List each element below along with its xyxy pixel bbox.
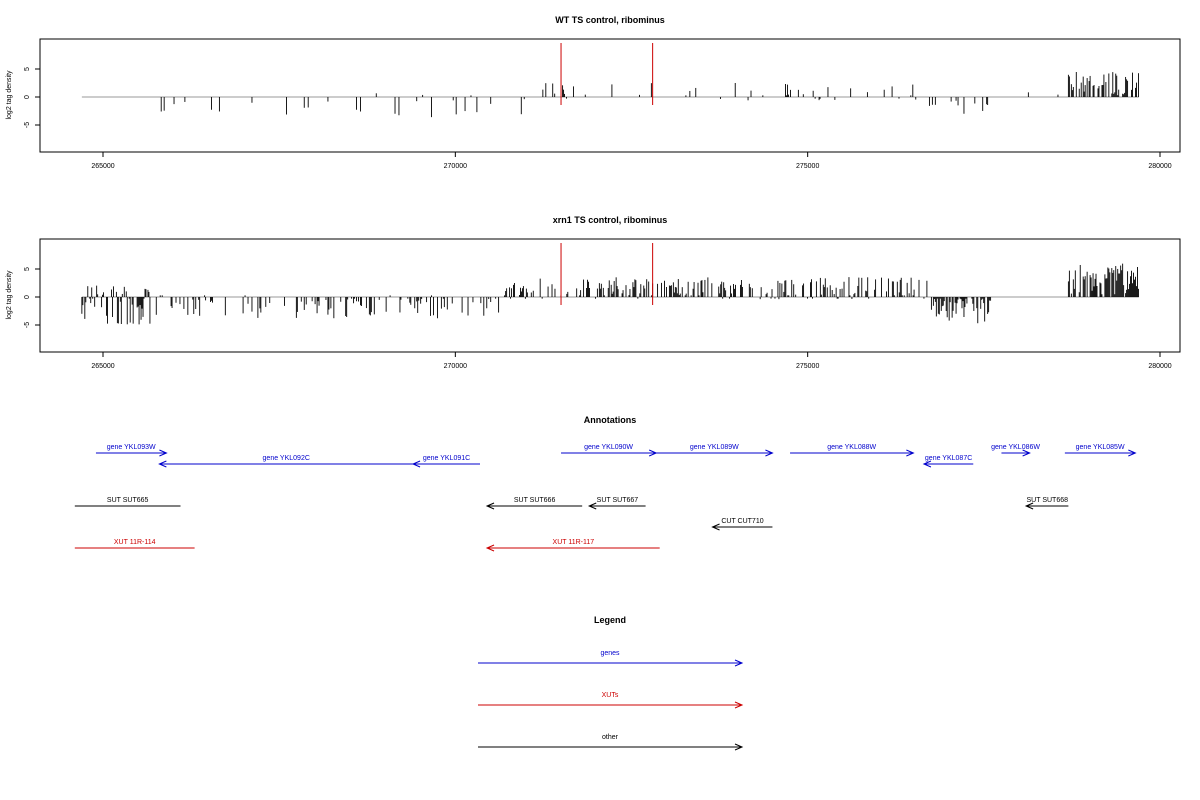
xtick-label: 265000 (91, 363, 114, 370)
legend-label: XUTs (602, 692, 619, 699)
arrow-head (734, 659, 744, 667)
ytick-label: 0 (24, 95, 31, 99)
arrow-head (1128, 449, 1137, 457)
panel-wt-xaxis: 265000 270000 275000 280000 (91, 152, 1172, 170)
annotation-feature: gene YKL093W (95, 444, 168, 457)
annotation-label: gene YKL091C (423, 455, 470, 462)
annotation-feature: SUT SUT665 (74, 497, 181, 507)
arrow-head (765, 449, 774, 457)
annotation-feature: gene YKL089W (656, 444, 774, 457)
arrow-head (159, 449, 168, 457)
arrow-head (411, 460, 421, 468)
annotation-label: XUT 11R-117 (553, 539, 595, 546)
annotations-title: Annotations (584, 415, 637, 425)
annotation-label: gene YKL093W (107, 444, 156, 451)
ytick-label: -5 (24, 322, 31, 328)
xtick-label: 265000 (91, 163, 114, 170)
arrow-head (906, 449, 915, 457)
annotation-label: gene YKL087C (925, 455, 972, 462)
legend-entry: genes (478, 650, 744, 667)
panel-xrn1-ylabel: log2 tag density (6, 270, 13, 320)
annotation-label: SUT SUT668 (1027, 497, 1069, 504)
annotation-label: XUT 11R-114 (114, 539, 156, 546)
annotation-feature: XUT 11R-117 (485, 539, 660, 552)
ytick-label: 0 (24, 295, 31, 299)
annotation-label: gene YKL088W (827, 444, 876, 451)
panel-wt-title: WT TS control, ribominus (555, 15, 665, 25)
xtick-label: 270000 (444, 363, 467, 370)
legend-panel: Legend genes XUTs other (478, 615, 744, 751)
arrow-head (485, 544, 495, 552)
xtick-label: 275000 (796, 363, 819, 370)
annotation-feature: XUT 11R-114 (74, 539, 195, 549)
xtick-label: 270000 (444, 163, 467, 170)
annotation-label: CUT CUT710 (721, 518, 763, 525)
panel-xrn1-title: xrn1 TS control, ribominus (553, 215, 668, 225)
annotation-feature: gene YKL092C (158, 455, 414, 468)
annotation-label: SUT SUT666 (514, 497, 556, 504)
legend-label: other (602, 734, 619, 741)
ytick-label: -5 (24, 122, 31, 128)
xtick-label: 280000 (1148, 163, 1171, 170)
panel-xrn1: xrn1 TS control, ribominus log2 tag dens… (6, 215, 1181, 370)
annotation-label: gene YKL086W (991, 444, 1040, 451)
arrow-head (1024, 502, 1034, 510)
panel-wt-ylabel: log2 tag density (6, 70, 13, 120)
annotation-feature: gene YKL090W (561, 444, 658, 457)
annotation-feature: gene YKL086W (991, 444, 1040, 457)
legend-items: genes XUTs other (478, 650, 744, 751)
annotation-feature: gene YKL087C (922, 455, 974, 468)
panel-xrn1-yaxis: -5 0 5 (24, 267, 40, 328)
arrow-head (734, 743, 744, 751)
annotation-feature: SUT SUT667 (587, 497, 646, 510)
annotation-feature: gene YKL091C (411, 455, 480, 468)
panel-xrn1-xaxis: 265000 270000 275000 280000 (91, 352, 1172, 370)
xtick-label: 275000 (796, 163, 819, 170)
annotation-label: SUT SUT667 (597, 497, 639, 504)
arrow-head (922, 460, 932, 468)
panel-xrn1-bars (81, 243, 1139, 325)
legend-label: genes (600, 650, 620, 657)
panel-wt: WT TS control, ribominus log2 tag densit… (6, 15, 1181, 170)
ytick-label: 5 (24, 67, 31, 71)
ytick-label: 5 (24, 267, 31, 271)
arrow-head (1022, 449, 1031, 457)
annotation-feature: gene YKL088W (790, 444, 915, 457)
annotation-feature: CUT CUT710 (711, 518, 773, 531)
arrow-head (158, 460, 167, 468)
panel-wt-frame (39, 38, 1181, 153)
arrow-head (485, 502, 495, 510)
legend-title: Legend (594, 615, 626, 625)
annotation-label: SUT SUT665 (107, 497, 149, 504)
arrow-head (587, 502, 597, 510)
panel-xrn1-frame (39, 238, 1181, 353)
panel-wt-yaxis: -5 0 5 (24, 67, 40, 128)
legend-entry: other (478, 734, 744, 751)
annotation-label: gene YKL085W (1076, 444, 1125, 451)
arrow-head (734, 701, 744, 709)
annotation-items: gene YKL093W gene YKL092C gene YKL091C gene… (74, 444, 1137, 552)
panel-wt-bars (81, 43, 1139, 118)
legend-entry: XUTs (478, 692, 744, 709)
annotation-label: gene YKL092C (263, 455, 310, 462)
annotation-feature: SUT SUT666 (485, 497, 583, 510)
arrow-head (711, 523, 720, 531)
annotation-feature: gene YKL085W (1064, 444, 1137, 457)
xtick-label: 280000 (1148, 363, 1171, 370)
annotation-feature: SUT SUT668 (1024, 497, 1069, 510)
annotation-label: gene YKL089W (690, 444, 739, 451)
annotation-label: gene YKL090W (584, 444, 633, 451)
